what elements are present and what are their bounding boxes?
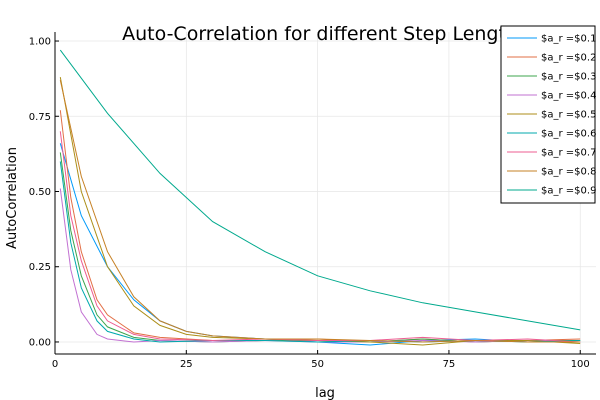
series-lines [59,49,581,346]
x-axis-label: lag [315,386,335,400]
y-ticks: 0.00 0.25 0.50 0.75 1.00 [29,37,59,348]
series-line-9 [59,49,581,331]
x-tick-label: 75 [443,359,456,370]
legend: $a_r =$0.1 $a_r =$0.2 $a_r =$0.3 $a_r =$0.4… [500,25,596,204]
legend-label: $a_r =$0.1 [541,34,596,45]
x-ticks: 0 25 50 75 100 [52,350,590,370]
legend-label: $a_r =$0.7 [541,148,596,159]
legend-label: $a_r =$0.4 [541,91,596,102]
legend-label: $a_r =$0.5 [541,110,596,121]
series-line-8 [59,79,581,343]
legend-label: $a_r =$0.6 [541,129,596,140]
y-tick-label: 0.50 [29,187,51,198]
y-tick-label: 0.00 [29,337,51,348]
y-tick-label: 0.75 [29,112,51,123]
chart-title: Auto-Correlation for different Step Leng… [122,23,528,45]
legend-label: $a_r =$0.3 [541,72,596,83]
axes [54,32,596,355]
y-tick-label: 1.00 [29,37,51,48]
series-line-7 [59,131,581,343]
legend-label: $a_r =$0.2 [541,53,596,64]
y-tick-label: 0.25 [29,262,51,273]
x-tick-label: 100 [571,359,590,370]
x-tick-label: 50 [311,359,324,370]
legend-label: $a_r =$0.9 [541,186,596,197]
legend-label: $a_r =$0.8 [541,167,596,178]
x-tick-label: 0 [52,359,58,370]
x-tick-label: 25 [180,359,193,370]
series-line-4 [59,188,581,343]
y-axis-label: AutoCorrelation [5,147,20,249]
legend-items: $a_r =$0.1 $a_r =$0.2 $a_r =$0.3 $a_r =$0.4… [507,34,596,197]
